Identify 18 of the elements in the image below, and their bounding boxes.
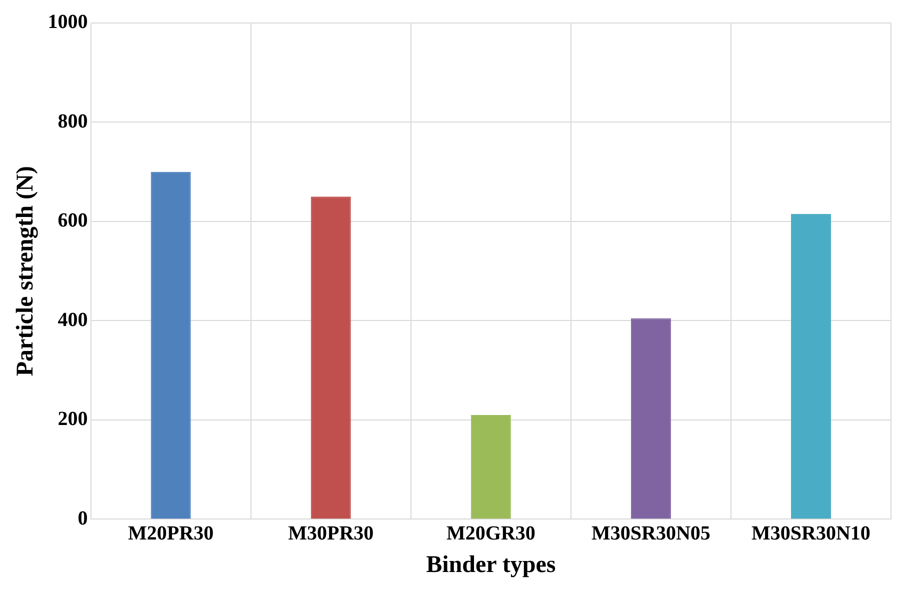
- x-tick-label: M30SR30N05: [591, 522, 710, 544]
- y-tick-label: 1000: [48, 11, 88, 34]
- bar: [790, 214, 831, 519]
- bar: [630, 318, 671, 519]
- bar: [150, 172, 191, 519]
- bar: [310, 196, 351, 519]
- x-axis-title: Binder types: [426, 552, 556, 578]
- x-tick-label: M30PR30: [288, 522, 374, 544]
- y-tick-label: 400: [58, 308, 88, 331]
- y-tick-label: 0: [78, 507, 88, 530]
- y-tick-label: 800: [58, 110, 88, 132]
- y-tick-label: 200: [58, 408, 88, 430]
- bar: [470, 415, 511, 519]
- x-tick-label: M30SR30N10: [752, 522, 870, 544]
- y-tick-label: 600: [58, 210, 88, 232]
- x-tick-label: M20GR30: [446, 522, 536, 544]
- x-tick-label: M20PR30: [128, 522, 214, 544]
- y-axis-title: Particle strength (N): [12, 166, 39, 376]
